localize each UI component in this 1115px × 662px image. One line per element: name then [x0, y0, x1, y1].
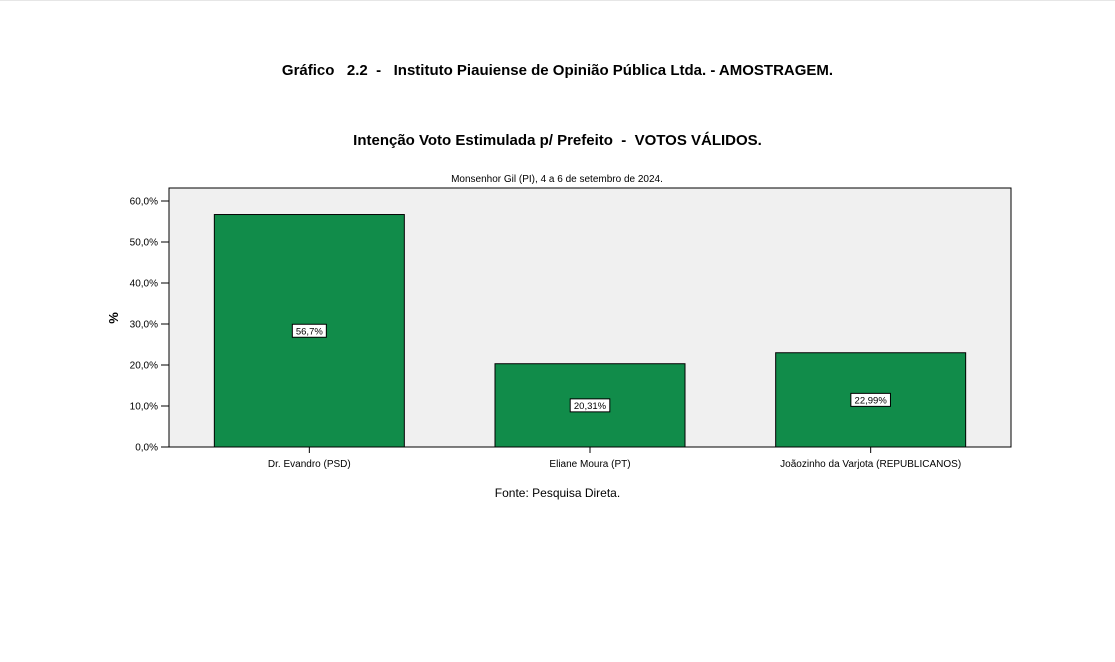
data-label: 56,7% [296, 326, 323, 337]
y-axis: 0,0% 10,0% 20,0% 30,0% 40,0% 50,0% 60,0% [130, 197, 169, 454]
page-title: Gráfico 2.2 - Instituto Piauiense de Opi… [281, 62, 834, 79]
x-tick-label: Eliane Moura (PT) [549, 459, 630, 470]
y-tick-label: 50,0% [130, 238, 158, 249]
y-tick-label: 10,0% [130, 402, 158, 413]
y-tick-label: 60,0% [130, 197, 158, 208]
y-axis-label: % [106, 312, 121, 324]
data-label: 20,31% [574, 401, 607, 412]
bars-group: 56,7% 20,31% 22,99% [213, 214, 967, 448]
x-tick-label: Joãozinho da Varjota (REPUBLICANOS) [780, 459, 961, 470]
top-border-line [0, 0, 1115, 1]
chart-title: Intenção Voto Estimulada p/ Prefeito - V… [353, 132, 762, 149]
data-label: 22,99% [855, 395, 888, 406]
x-axis: Dr. Evandro (PSD) Eliane Moura (PT) Joãozi… [268, 447, 961, 470]
y-tick-label: 0,0% [135, 443, 158, 454]
source-note: Fonte: Pesquisa Direta. [494, 486, 621, 500]
data-label-box [569, 398, 611, 413]
x-tick-label: Dr. Evandro (PSD) [268, 459, 351, 470]
data-label-box [850, 392, 891, 407]
data-label-box [291, 323, 327, 338]
chart-subtitle: Monsenhor Gil (PI), 4 a 6 de setembro de… [451, 174, 663, 185]
y-tick-label: 40,0% [130, 279, 158, 290]
y-tick-label: 20,0% [130, 361, 158, 372]
y-tick-label: 30,0% [130, 320, 158, 331]
